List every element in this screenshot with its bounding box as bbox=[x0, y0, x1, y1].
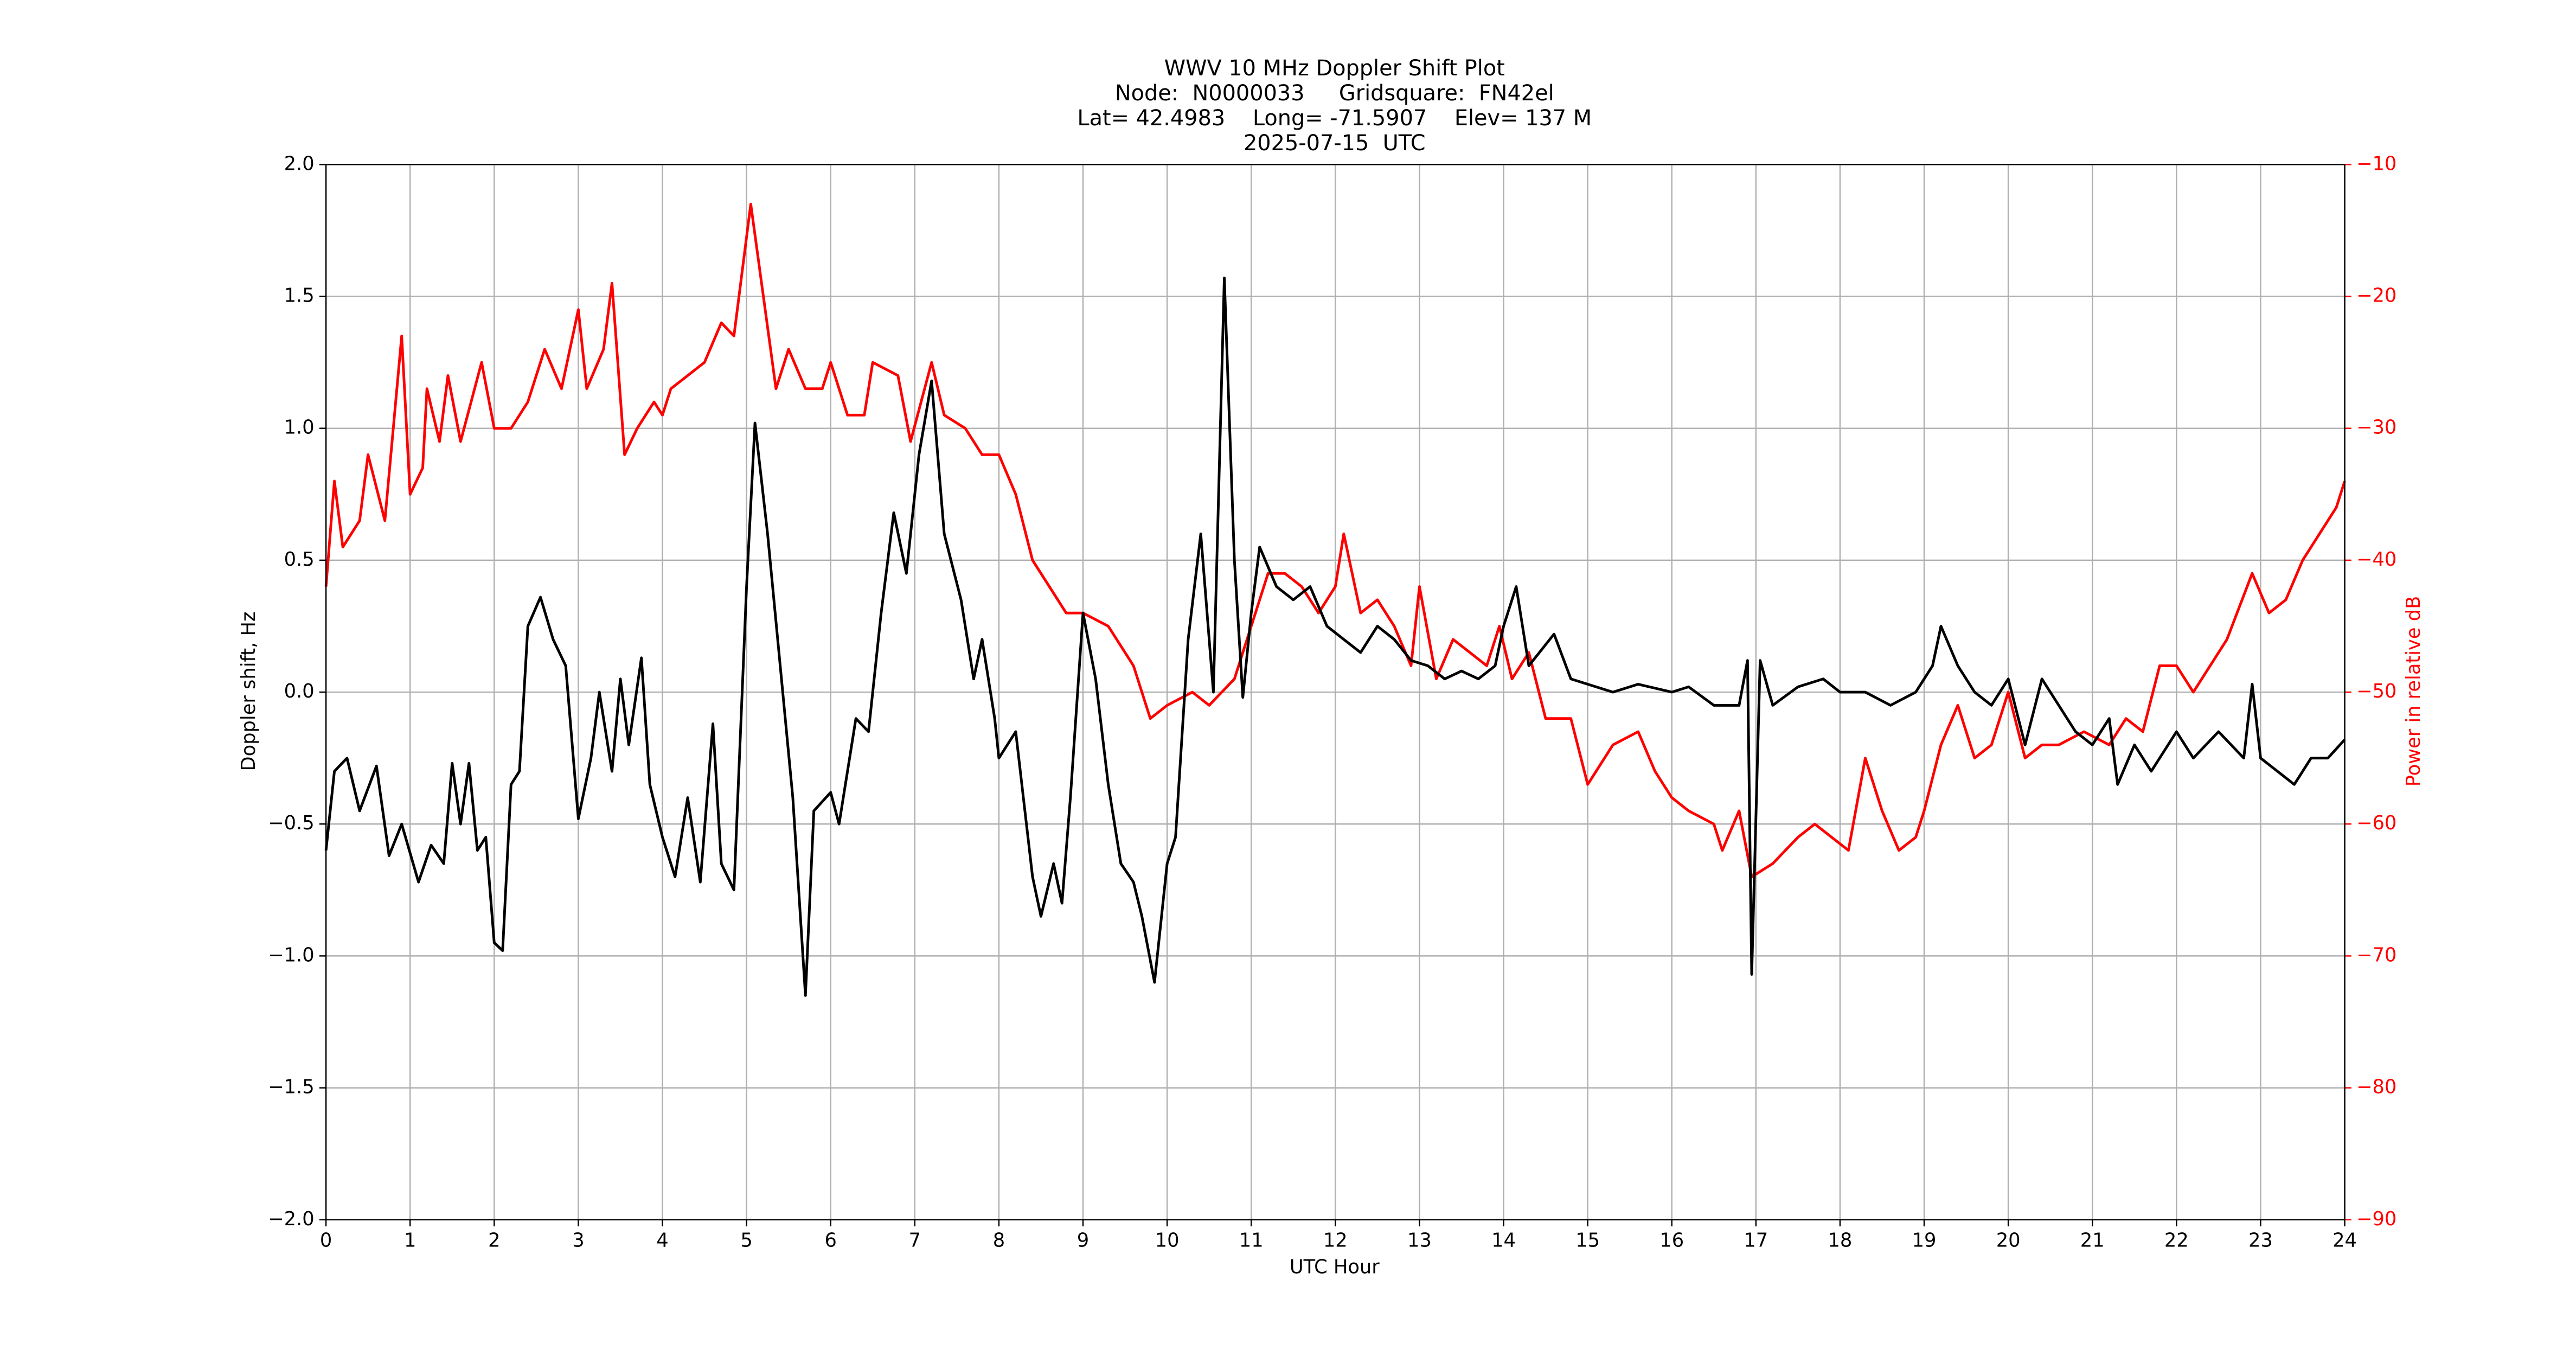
y-tick-label: 1.0 bbox=[284, 417, 315, 439]
x-tick-label: 18 bbox=[1828, 1230, 1853, 1252]
x-tick-label: 21 bbox=[2080, 1230, 2105, 1252]
data-line bbox=[324, 202, 2346, 878]
y2-tick-label: −10 bbox=[2356, 152, 2396, 175]
x-axis-label: UTC Hour bbox=[1290, 1256, 1380, 1278]
x-tick-label: 11 bbox=[1239, 1230, 1264, 1252]
y-tick-label: −2.0 bbox=[268, 1208, 315, 1230]
y2-axis-label: Power in relative dB bbox=[2402, 596, 2425, 787]
chart-subtitle: Lat= 42.4983 Long= -71.5907 Elev= 137 M bbox=[1077, 106, 1592, 131]
x-tick-label: 17 bbox=[1744, 1230, 1768, 1252]
x-tick-label: 9 bbox=[1077, 1230, 1089, 1252]
x-tick-label: 7 bbox=[909, 1230, 921, 1252]
x-tick-label: 10 bbox=[1155, 1230, 1180, 1252]
y2-tick-label: −40 bbox=[2356, 548, 2396, 571]
y2-tick-label: −60 bbox=[2356, 812, 2396, 834]
y2-tick-label: −20 bbox=[2356, 284, 2396, 306]
y-tick-label: 0.0 bbox=[284, 680, 315, 702]
y-tick-label: −1.0 bbox=[268, 944, 315, 966]
x-tick-label: 22 bbox=[2164, 1230, 2189, 1252]
x-tick-label: 3 bbox=[572, 1230, 584, 1252]
y-tick-label: 2.0 bbox=[284, 152, 315, 175]
x-tick-label: 8 bbox=[993, 1230, 1005, 1252]
x-tick-label: 15 bbox=[1575, 1230, 1600, 1252]
y-tick-label: −0.5 bbox=[268, 812, 315, 834]
x-tick-label: 12 bbox=[1323, 1230, 1348, 1252]
data-line bbox=[324, 276, 2346, 997]
y-tick-label: 1.5 bbox=[284, 284, 315, 306]
y2-tick-label: −50 bbox=[2356, 680, 2396, 702]
x-tick-label: 20 bbox=[1996, 1230, 2021, 1252]
chart-title: WWV 10 MHz Doppler Shift Plot bbox=[1164, 56, 1505, 81]
x-tick-label: 14 bbox=[1491, 1230, 1516, 1252]
chart-subtitle: 2025-07-15 UTC bbox=[1244, 131, 1426, 156]
y2-tick-label: −30 bbox=[2356, 417, 2396, 439]
x-tick-label: 5 bbox=[740, 1230, 752, 1252]
x-tick-label: 4 bbox=[656, 1230, 668, 1252]
x-tick-label: 24 bbox=[2333, 1230, 2357, 1252]
x-tick-label: 19 bbox=[1912, 1230, 1937, 1252]
y-tick-label: 0.5 bbox=[284, 548, 315, 571]
x-tick-label: 2 bbox=[488, 1230, 500, 1252]
y-axis-label: Doppler shift, Hz bbox=[238, 612, 260, 771]
y-tick-label: −1.5 bbox=[268, 1076, 315, 1098]
chart-subtitle: Node: N0000033 Gridsquare: FN42el bbox=[1115, 81, 1554, 106]
y2-tick-label: −80 bbox=[2356, 1076, 2396, 1098]
x-tick-label: 13 bbox=[1407, 1230, 1432, 1252]
y2-tick-label: −90 bbox=[2356, 1208, 2396, 1230]
x-tick-label: 23 bbox=[2248, 1230, 2273, 1252]
x-tick-label: 6 bbox=[824, 1230, 836, 1252]
x-tick-label: 1 bbox=[404, 1230, 416, 1252]
x-tick-label: 16 bbox=[1659, 1230, 1684, 1252]
y2-tick-label: −70 bbox=[2356, 944, 2396, 966]
plot-frame bbox=[325, 164, 2346, 1220]
x-tick-label: 0 bbox=[320, 1230, 332, 1252]
